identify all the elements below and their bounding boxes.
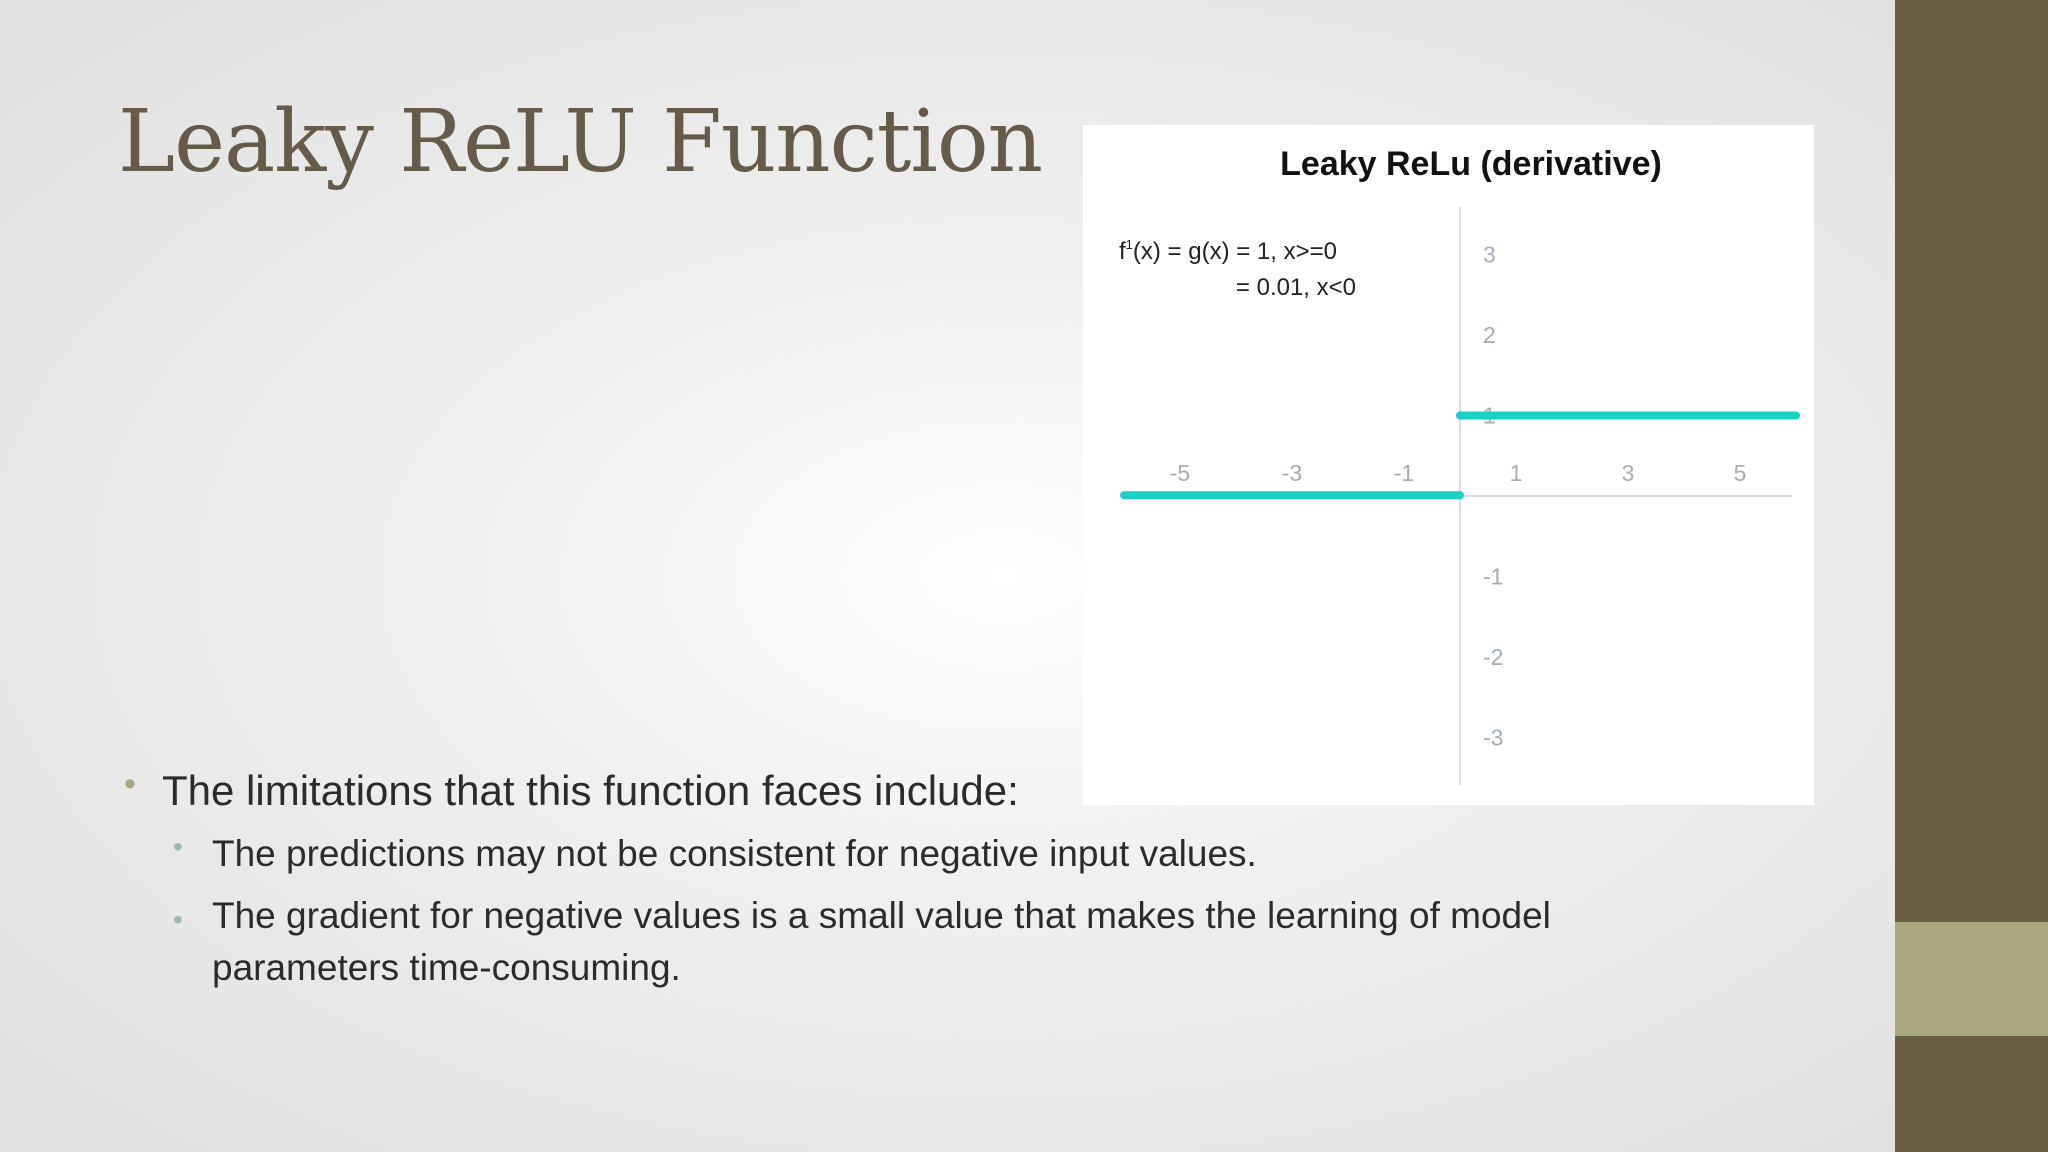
y-tick-label: 3 <box>1483 242 1496 268</box>
chart-title: Leaky ReLu (derivative) <box>1280 145 1662 183</box>
formula-rest: (x) = g(x) = 1, x>=0 <box>1133 238 1337 265</box>
bullet-text: The limitations that this function faces… <box>162 767 1019 814</box>
bullet-item-2: • The predictions may not be consistent … <box>173 831 1257 875</box>
bullet-dot-icon: • <box>173 904 183 935</box>
y-tick-label: -3 <box>1483 725 1503 751</box>
x-tick-label: -1 <box>1394 460 1414 486</box>
y-tick-label: 2 <box>1483 322 1496 348</box>
bullet-item-1: • The limitations that this function fac… <box>124 765 1019 815</box>
formula-line-1: f1(x) = g(x) = 1, x>=0 <box>1119 237 1337 265</box>
y-tick-labels: 321-1-2-3 <box>1483 242 1503 751</box>
x-tick-label: 5 <box>1734 460 1747 486</box>
chart-svg: Leaky ReLu (derivative) f1(x) = g(x) = 1… <box>1119 145 1800 785</box>
series-group <box>1120 411 1800 500</box>
x-tick-label: 3 <box>1622 460 1635 486</box>
x-tick-label: -5 <box>1170 460 1190 486</box>
x-tick-label: -3 <box>1282 460 1302 486</box>
bullet-text: The predictions may not be consistent fo… <box>212 833 1257 874</box>
bullet-text: The gradient for negative values is a sm… <box>212 895 1551 988</box>
bullet-dot-icon: • <box>124 765 136 803</box>
y-tick-label: -1 <box>1483 564 1503 590</box>
formula-line-2: = 0.01, x<0 <box>1236 274 1356 301</box>
x-tick-label: 1 <box>1510 460 1523 486</box>
bullet-dot-icon: • <box>173 831 183 862</box>
slide-title: Leaky ReLU Function <box>118 92 1043 192</box>
formula-sup: 1 <box>1126 237 1133 252</box>
formula-f: f <box>1119 238 1126 265</box>
side-accent <box>1895 922 2048 1036</box>
y-tick-label: -2 <box>1483 644 1503 670</box>
slide: Leaky ReLU Function Leaky ReLu (derivati… <box>0 0 1895 1152</box>
bullet-item-3: • The gradient for negative values is a … <box>173 890 1692 994</box>
x-tick-labels: -5 -3 -1 1 3 5 <box>1170 460 1747 486</box>
chart-image: Leaky ReLu (derivative) f1(x) = g(x) = 1… <box>1083 125 1814 805</box>
